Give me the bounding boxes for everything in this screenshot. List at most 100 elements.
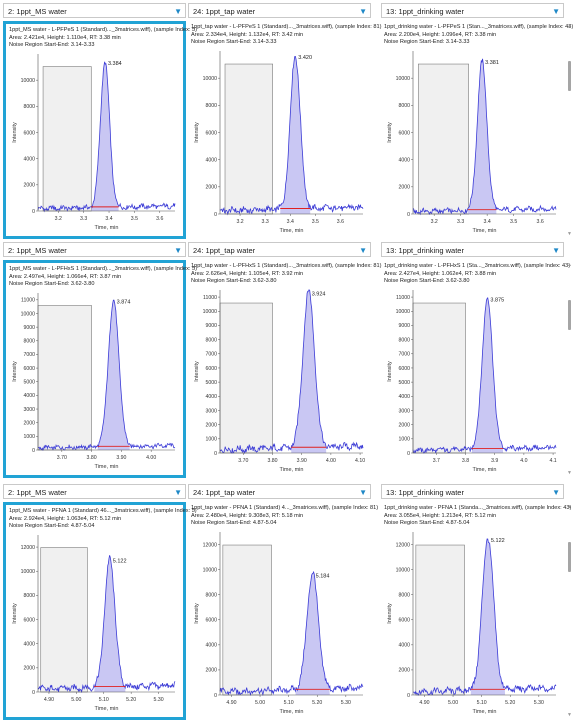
sample-dropdown[interactable]: 24: 1ppt_tap water ▼ xyxy=(188,484,371,499)
peak-info-line2: Area: 2.421e4, Height: 1.110e4, RT: 3.38… xyxy=(9,34,121,41)
peak-info-line1: 1ppt_MS water - L-PFPeS 1 (Standard)..._… xyxy=(9,27,197,33)
y-tick-label: 8000 xyxy=(398,592,410,598)
scroll-down-icon[interactable]: ▼ xyxy=(567,231,572,237)
chromatogram-plot[interactable]: 3.875 0 1000 2000 3000 4000 5000 6000 7000 8000 90… xyxy=(381,260,564,478)
chevron-down-icon[interactable]: ▼ xyxy=(552,246,560,255)
sample-dropdown[interactable]: 13: 1ppt_drinking water ▼ xyxy=(381,242,564,257)
chromatogram-plot[interactable]: 5.122 0 2000 4000 6000 8000 10000 12000 4.90 5.00… xyxy=(381,502,564,720)
y-tick-label: 4000 xyxy=(23,156,35,162)
chromatogram-plot[interactable]: 3.874 0 1000 2000 3000 4000 5000 6000 7000 8000 90… xyxy=(6,263,183,475)
chromatogram-plot[interactable]: 3.381 0 2000 4000 6000 8000 10000 3.2 3.3 3.4 3.5 3… xyxy=(381,21,564,239)
noise-region xyxy=(37,305,92,451)
scroll-up-icon[interactable]: ▲ xyxy=(567,23,572,29)
y-tick-label: 6000 xyxy=(205,130,217,136)
scroll-down-icon[interactable]: ▼ xyxy=(567,470,572,476)
x-tick-label: 3.5 xyxy=(510,219,517,225)
y-tick-label: 11000 xyxy=(21,298,35,304)
x-tick-label: 3.70 xyxy=(238,458,248,464)
y-tick-label: 6000 xyxy=(23,366,35,372)
y-axis-label: Intensity xyxy=(387,603,393,624)
peak-info-line3: Noise Region Start-End: 4.87-5.04 xyxy=(191,520,277,527)
noise-region xyxy=(222,544,272,696)
peak-info-line1: 1ppt_MS water - PFNA 1 (Standard) 46..._… xyxy=(9,508,197,514)
y-tick-label: 8000 xyxy=(23,104,35,110)
y-tick-label: 1000 xyxy=(398,437,410,443)
sample-dropdown[interactable]: 24: 1ppt_tap water ▼ xyxy=(188,3,371,18)
y-tick-label: 2000 xyxy=(398,668,410,674)
chromatogram-panel[interactable]: 1ppt_tap water - PFNA 1 (Standard) 4..._… xyxy=(188,502,378,720)
peak-label: 3.381 xyxy=(485,60,499,66)
chevron-down-icon[interactable]: ▼ xyxy=(174,7,182,16)
scroll-down-icon[interactable]: ▼ xyxy=(567,712,572,718)
chromatogram-plot[interactable]: 3.384 0 2000 4000 6000 8000 10000 3.2 3.3 3.4 3.5 3… xyxy=(6,24,183,236)
chevron-down-icon[interactable]: ▼ xyxy=(552,7,560,16)
chromatogram-panel-selected[interactable]: 1ppt_MS water - L-PFPeS 1 (Standard)..._… xyxy=(3,21,197,239)
chromatogram-panel[interactable]: 1ppt_tap water - L-PFHxS 1 (Standard)...… xyxy=(188,260,381,478)
sample-dropdown-label: 24: 1ppt_tap water xyxy=(193,7,256,16)
series-trace xyxy=(412,58,557,216)
y-axis-label: Intensity xyxy=(194,361,200,382)
scrollbar-thumb[interactable] xyxy=(568,300,571,330)
scroll-up-icon[interactable]: ▲ xyxy=(567,262,572,268)
y-tick-label: 9000 xyxy=(205,323,217,329)
chromatogram-plot[interactable]: 5.184 0 2000 4000 6000 8000 10000 12000 4.90 5.00… xyxy=(188,502,371,720)
chevron-down-icon[interactable]: ▼ xyxy=(359,7,367,16)
series-trace xyxy=(37,555,176,694)
x-tick-label: 5.20 xyxy=(312,700,322,706)
sample-dropdown[interactable]: 2: 1ppt_MS water ▼ xyxy=(3,3,186,18)
sample-dropdown[interactable]: 13: 1ppt_drinking water ▼ xyxy=(381,3,564,18)
noise-region xyxy=(415,544,465,696)
x-axis-label: Time, min xyxy=(95,225,119,231)
noise-region xyxy=(417,63,469,215)
x-tick-label: 3.5 xyxy=(312,219,319,225)
chromatogram-panel[interactable]: 1ppt_drinking water - L-PFPeS 1 (Stan...… xyxy=(381,21,573,239)
y-tick-label: 7000 xyxy=(23,352,35,358)
x-tick-label: 3.90 xyxy=(116,455,126,461)
sample-dropdown[interactable]: 2: 1ppt_MS water ▼ xyxy=(3,484,186,499)
peak-info: 1ppt_drinking water - L-PFPeS 1 (Stan...… xyxy=(384,24,573,47)
y-tick-label: 8000 xyxy=(205,103,217,109)
chevron-down-icon[interactable]: ▼ xyxy=(359,246,367,255)
chevron-down-icon[interactable]: ▼ xyxy=(359,488,367,497)
series-trace xyxy=(412,538,557,696)
chromatogram-plot[interactable]: 3.924 0 1000 2000 3000 4000 5000 6000 7000 8000 90… xyxy=(188,260,371,478)
chromatogram-panel[interactable]: 1ppt_drinking water - L-PFHxS 1 (Sta..._… xyxy=(381,260,570,478)
peak-info-line3: Noise Region Start-End: 4.87-5.04 xyxy=(384,520,470,527)
sample-dropdown-label: 13: 1ppt_drinking water xyxy=(386,246,464,255)
x-axis-label: Time, min xyxy=(280,228,304,234)
sample-dropdown-label: 24: 1ppt_tap water xyxy=(193,246,256,255)
sample-dropdown[interactable]: 2: 1ppt_MS water ▼ xyxy=(3,242,186,257)
x-tick-label: 4.90 xyxy=(44,697,54,703)
scrollbar-thumb[interactable] xyxy=(568,61,571,91)
chevron-down-icon[interactable]: ▼ xyxy=(552,488,560,497)
y-tick-label: 4000 xyxy=(398,643,410,649)
series-trace xyxy=(219,570,364,697)
sample-dropdown[interactable]: 13: 1ppt_drinking water ▼ xyxy=(381,484,564,499)
y-tick-label: 7000 xyxy=(205,352,217,358)
y-tick-label: 6000 xyxy=(23,617,35,623)
x-tick-label: 3.2 xyxy=(55,216,62,222)
y-tick-label: 4000 xyxy=(23,393,35,399)
peak-area xyxy=(91,61,119,211)
chromatogram-plot[interactable]: 3.420 0 2000 4000 6000 8000 10000 3.2 3.3 3.4 3.5 3… xyxy=(188,21,371,239)
x-tick-label: 4.0 xyxy=(520,458,527,464)
scrollbar-thumb[interactable] xyxy=(568,542,571,572)
scroll-up-icon[interactable]: ▲ xyxy=(567,504,572,510)
x-tick-label: 3.3 xyxy=(262,219,269,225)
x-tick-label: 3.3 xyxy=(80,216,87,222)
chevron-down-icon[interactable]: ▼ xyxy=(174,488,182,497)
y-tick-label: 2000 xyxy=(398,422,410,428)
sample-dropdown[interactable]: 24: 1ppt_tap water ▼ xyxy=(188,242,371,257)
x-tick-label: 3.2 xyxy=(236,219,243,225)
x-tick-label: 5.30 xyxy=(341,700,351,706)
x-tick-label: 5.30 xyxy=(154,697,164,703)
x-tick-label: 4.90 xyxy=(419,700,429,706)
x-tick-label: 3.4 xyxy=(105,216,112,222)
y-tick-label: 5000 xyxy=(205,380,217,386)
chromatogram-panel[interactable]: 1ppt_tap water - L-PFPeS 1 (Standard)...… xyxy=(188,21,381,239)
chromatogram-panel-selected[interactable]: 1ppt_MS water - L-PFHxS 1 (Standard)..._… xyxy=(3,260,197,478)
chevron-down-icon[interactable]: ▼ xyxy=(174,246,182,255)
chromatogram-plot[interactable]: 5.122 0 2000 4000 6000 8000 10000 12000 4.90 5.00… xyxy=(6,505,183,717)
chromatogram-panel[interactable]: 1ppt_drinking water - PFNA 1 (Standa..._… xyxy=(381,502,571,720)
peak-info: 1ppt_MS water - PFNA 1 (Standard) 46..._… xyxy=(9,508,197,531)
